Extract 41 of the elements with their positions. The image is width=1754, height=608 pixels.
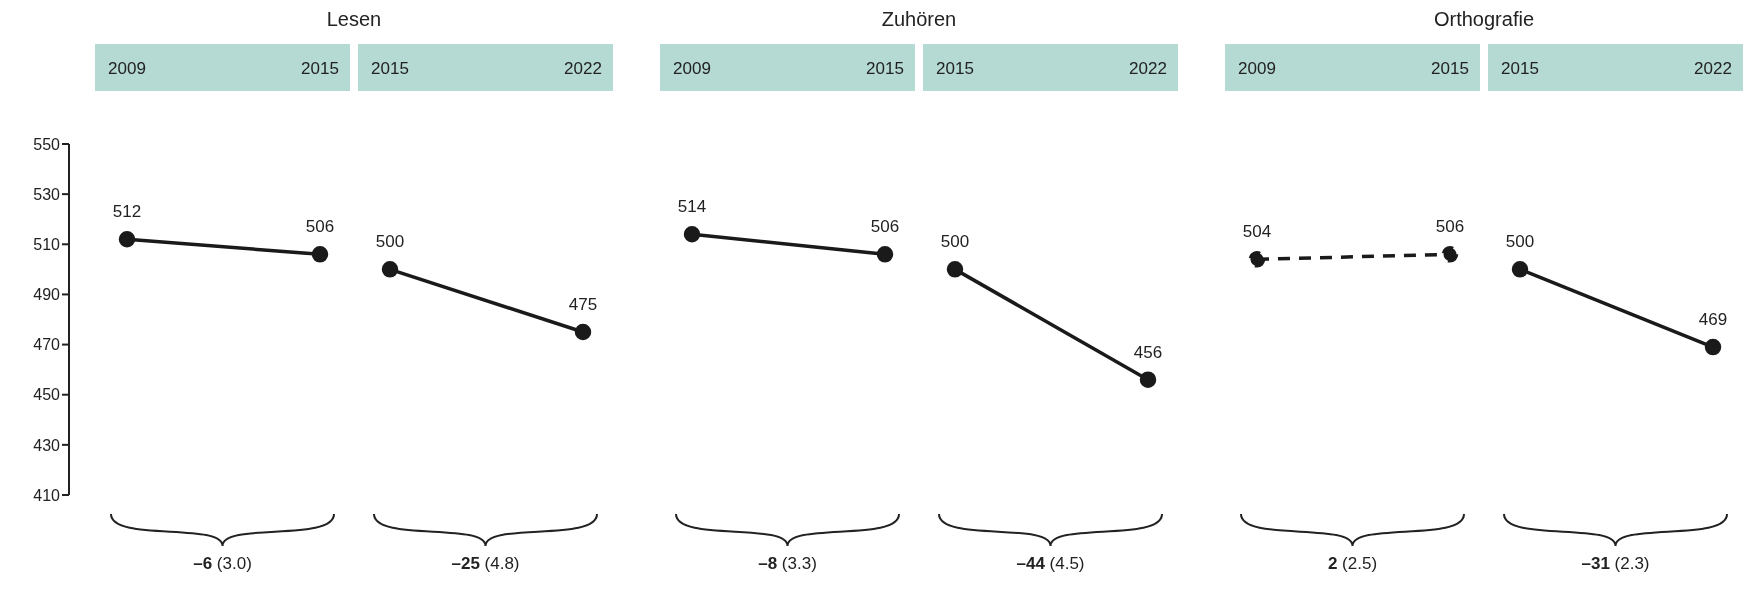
x-tick-label: 2022 (1694, 59, 1732, 78)
chart-title: Orthografie (1432, 8, 1536, 31)
chart-title: Lesen (325, 8, 383, 31)
x-tick-label: 2009 (673, 59, 711, 78)
data-label: 512 (112, 202, 142, 222)
data-label: 504 (1242, 222, 1272, 242)
y-tick-label: 410 (33, 486, 61, 504)
y-tick-label: 430 (33, 436, 61, 454)
y-tick-label: 490 (33, 286, 61, 304)
text: –25 (4.8) (450, 554, 521, 574)
chart-title: Zuhören (880, 8, 958, 31)
data-label: 475 (568, 295, 598, 315)
x-tick-label: 2015 (301, 59, 339, 78)
x-tick-label: 2022 (1129, 59, 1167, 78)
y-tick-label: 450 (33, 386, 61, 404)
x-tick-label: 2022 (564, 59, 602, 78)
data-label: 506 (1435, 217, 1465, 237)
data-label: 500 (1505, 232, 1535, 252)
text: –8 (3.3) (757, 554, 818, 574)
x-tick-label: 2015 (1501, 59, 1539, 78)
y-tick-label: 470 (33, 336, 61, 354)
text: 2 (2.5) (1326, 554, 1379, 574)
text: –6 (3.0) (192, 554, 253, 574)
data-label: 500 (940, 232, 970, 252)
x-tick-label: 2009 (108, 59, 146, 78)
data-label: 500 (375, 232, 405, 252)
x-tick-label: 2009 (1238, 59, 1276, 78)
y-tick-label: 510 (33, 235, 61, 253)
y-tick-label: 550 (33, 135, 61, 153)
data-label: 469 (1698, 310, 1728, 330)
x-tick-label: 2015 (866, 59, 904, 78)
x-tick-label: 2015 (936, 59, 974, 78)
x-tick-label: 2015 (1431, 59, 1469, 78)
data-label: 506 (870, 217, 900, 237)
data-label: 506 (305, 217, 335, 237)
data-label: 514 (677, 197, 707, 217)
text: –31 (2.3) (1580, 554, 1651, 574)
y-tick-label: 530 (33, 185, 61, 203)
data-label: 456 (1133, 342, 1163, 362)
x-tick-label: 2015 (371, 59, 409, 78)
text: –44 (4.5) (1015, 554, 1086, 574)
